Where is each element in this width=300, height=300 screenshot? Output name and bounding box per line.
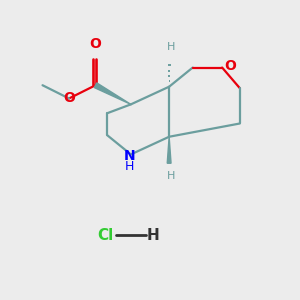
Text: N: N: [124, 149, 135, 163]
Text: Cl: Cl: [98, 228, 114, 243]
Polygon shape: [167, 137, 171, 163]
Text: H: H: [147, 228, 159, 243]
Polygon shape: [94, 83, 131, 104]
Text: H: H: [167, 172, 175, 182]
Text: O: O: [224, 59, 236, 73]
Text: O: O: [90, 38, 101, 51]
Text: O: O: [63, 92, 75, 106]
Text: H: H: [125, 160, 134, 173]
Text: H: H: [167, 42, 175, 52]
